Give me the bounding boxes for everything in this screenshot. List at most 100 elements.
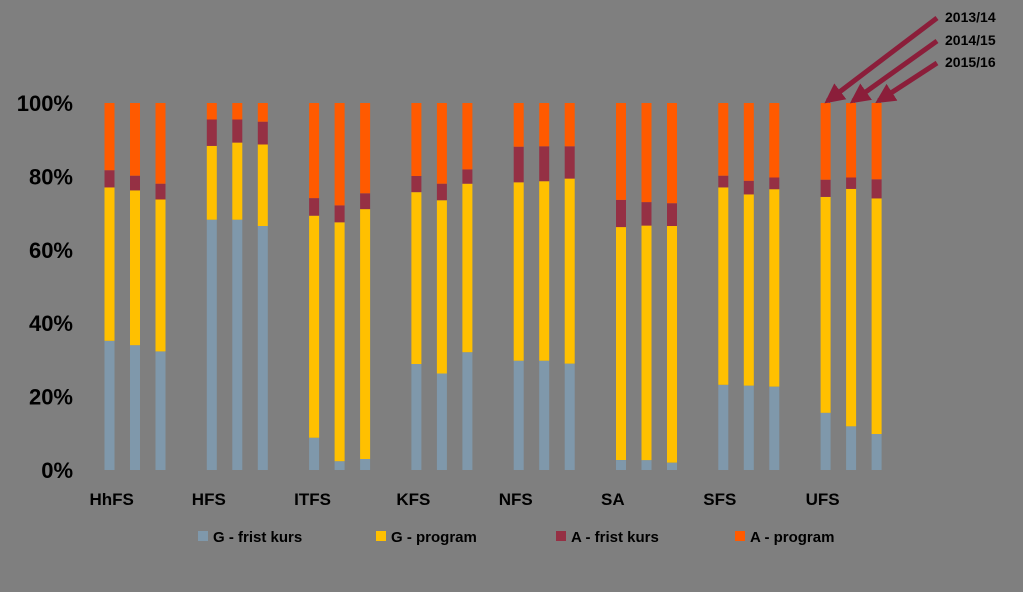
bar-segment <box>718 187 729 385</box>
bar-segment <box>334 222 345 462</box>
bar-segment <box>820 179 831 197</box>
annotation-label: 2014/15 <box>945 32 996 48</box>
bar-segment <box>309 437 320 470</box>
legend-swatch <box>556 531 566 541</box>
legend-swatch <box>198 531 208 541</box>
bar-segment <box>641 202 652 226</box>
bars-group <box>104 103 882 470</box>
bar-segment <box>206 145 217 220</box>
bar-segment <box>257 225 268 470</box>
bar-segment <box>641 103 652 203</box>
bar-segment <box>462 352 473 470</box>
bar-group-sfs <box>718 103 780 470</box>
bar-segment <box>820 103 831 180</box>
legend: G - frist kurs G - program A - frist kurs A… <box>198 529 834 546</box>
bar-segment <box>309 215 320 438</box>
bar-segment <box>871 103 882 180</box>
y-tick-label: 60% <box>29 238 73 263</box>
bar-segment <box>564 103 575 147</box>
bar-segment <box>104 103 115 171</box>
bar-segment <box>539 103 550 147</box>
bar-segment <box>769 386 780 470</box>
bar-segment <box>846 426 857 470</box>
bar-segment <box>206 119 217 146</box>
bar-segment <box>360 209 371 459</box>
bar-segment <box>846 188 857 427</box>
bar-segment <box>743 103 754 181</box>
bar-segment <box>616 460 626 470</box>
bar-segment <box>104 170 115 188</box>
bar-segment <box>743 385 754 470</box>
bar-segment <box>130 103 140 176</box>
bar-segment <box>360 193 371 210</box>
legend-label: A - frist kurs <box>571 529 659 546</box>
y-tick-label: 20% <box>29 385 73 410</box>
x-category-label: KFS <box>396 490 430 509</box>
annotation-arrow <box>875 60 939 104</box>
bar-segment <box>411 192 422 364</box>
annotation-label: 2015/16 <box>945 54 996 70</box>
bar-segment <box>641 460 652 470</box>
bar-group-kfs <box>411 103 473 470</box>
bar-segment <box>334 103 345 206</box>
bar-segment <box>309 103 320 199</box>
bar-segment <box>155 103 166 184</box>
bar-segment <box>667 103 677 204</box>
bar-segment <box>462 169 473 184</box>
bar-segment <box>232 219 243 470</box>
bar-segment <box>718 103 729 176</box>
legend-label: G - program <box>391 529 477 546</box>
y-tick-label: 0% <box>41 458 73 483</box>
bar-segment <box>718 384 729 470</box>
bar-segment <box>232 119 243 143</box>
x-category-label: ITFS <box>294 490 331 509</box>
bar-segment <box>616 103 626 200</box>
bar-group-nfs <box>513 103 575 470</box>
bar-segment <box>155 351 166 470</box>
bar-segment <box>411 103 422 176</box>
bar-segment <box>513 360 524 470</box>
bar-segment <box>539 146 550 182</box>
bar-segment <box>232 103 243 120</box>
bar-segment <box>360 459 371 470</box>
bar-group-hfs <box>206 103 268 470</box>
bar-segment <box>360 103 371 194</box>
bar-segment <box>564 146 575 179</box>
bar-segment <box>871 179 882 199</box>
bar-segment <box>411 176 422 193</box>
bar-segment <box>616 199 626 228</box>
bar-segment <box>436 373 447 470</box>
bar-segment <box>769 103 780 178</box>
year-annotations: 2013/14 2014/15 2015/16 <box>824 9 996 104</box>
bar-segment <box>309 198 320 216</box>
bar-segment <box>539 181 550 361</box>
bar-segment <box>820 412 831 470</box>
x-category-label: SA <box>601 490 625 509</box>
bar-segment <box>334 461 345 470</box>
bar-segment <box>667 225 677 463</box>
annotation-arrow <box>824 16 939 104</box>
annotation-arrow <box>849 38 939 104</box>
bar-segment <box>462 103 473 170</box>
bar-segment <box>616 227 626 460</box>
bar-segment <box>257 103 268 122</box>
bar-segment <box>743 194 754 386</box>
bar-segment <box>206 219 217 470</box>
bar-segment <box>130 345 140 470</box>
bar-segment <box>769 189 780 387</box>
bar-segment <box>155 183 166 200</box>
bar-segment <box>871 198 882 434</box>
y-axis: 0% 20% 40% 60% 80% 100% <box>17 91 73 483</box>
y-tick-label: 100% <box>17 91 73 116</box>
legend-swatch <box>376 531 386 541</box>
bar-segment <box>820 197 831 413</box>
y-tick-label: 40% <box>29 311 73 336</box>
bar-segment <box>539 360 550 470</box>
legend-swatch <box>735 531 745 541</box>
bar-group-itfs <box>309 103 371 470</box>
x-category-label: NFS <box>499 490 533 509</box>
bar-segment <box>232 142 243 220</box>
x-category-label: HFS <box>192 490 226 509</box>
bar-segment <box>871 434 882 470</box>
bar-segment <box>436 200 447 374</box>
